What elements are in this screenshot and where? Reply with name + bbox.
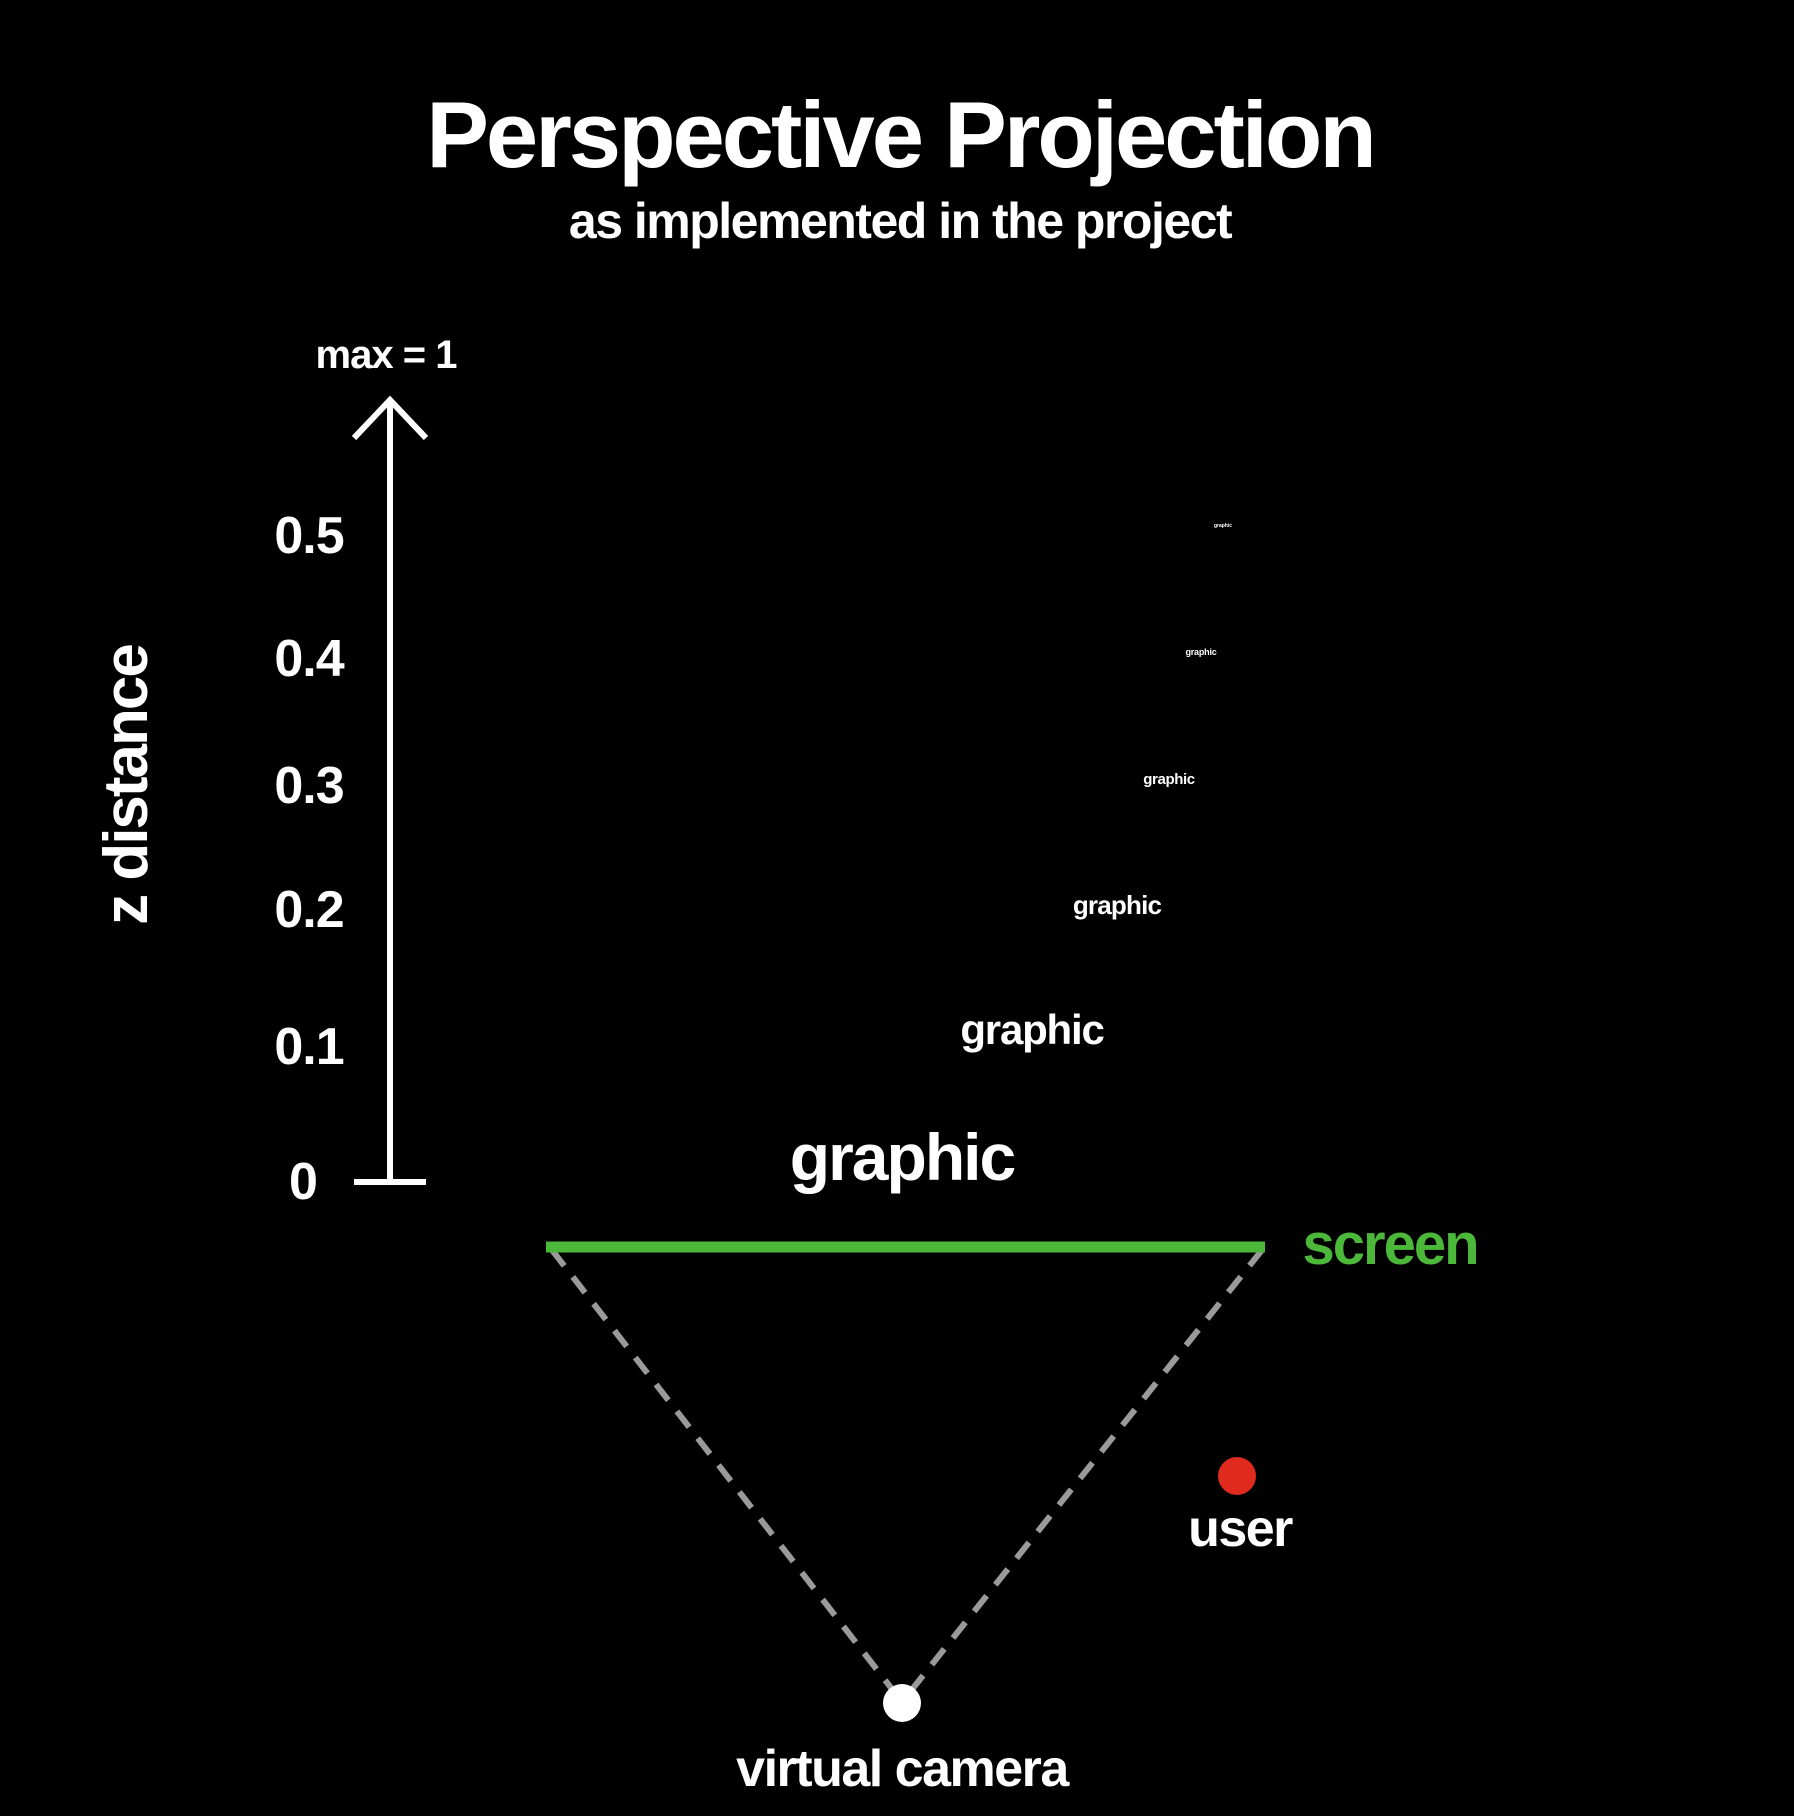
user-dot bbox=[1218, 1457, 1256, 1495]
user-label: user bbox=[1188, 1500, 1293, 1558]
z-axis-max-label: max = 1 bbox=[316, 333, 458, 377]
graphic-z-0.4: graphic bbox=[1185, 647, 1216, 657]
tick-label-0.1: 0.1 bbox=[274, 1018, 343, 1076]
graphic-z-0.1: graphic bbox=[960, 1006, 1104, 1053]
graphic-z-0: graphic bbox=[790, 1120, 1015, 1194]
graphic-z-0.3: graphic bbox=[1143, 771, 1194, 788]
tick-label-0.5: 0.5 bbox=[274, 507, 343, 565]
z-axis-arrowhead bbox=[351, 395, 429, 441]
frustum-left-line bbox=[549, 1248, 905, 1704]
tick-label-0.3: 0.3 bbox=[274, 757, 343, 815]
camera-label: virtual camera bbox=[736, 1740, 1070, 1798]
z-axis bbox=[351, 395, 429, 1185]
screen-label: screen bbox=[1302, 1212, 1477, 1277]
z-axis-ticks: 0 0.1 0.2 0.3 0.4 0.5 bbox=[274, 507, 345, 1211]
graphic-samples: graphic graphic graphic graphic graphic … bbox=[790, 523, 1232, 1194]
graphic-z-0.2: graphic bbox=[1073, 890, 1162, 920]
camera-dot bbox=[883, 1684, 921, 1722]
tick-label-0.2: 0.2 bbox=[274, 881, 343, 939]
tick-label-0.4: 0.4 bbox=[274, 630, 344, 688]
camera-frustum bbox=[549, 1248, 1265, 1704]
z-axis-title: z distance bbox=[92, 645, 161, 925]
tick-label-0: 0 bbox=[289, 1153, 317, 1211]
diagram-title: Perspective Projection bbox=[426, 82, 1374, 187]
frustum-right-line bbox=[899, 1248, 1265, 1704]
graphic-z-0.5: graphic bbox=[1214, 523, 1232, 529]
diagram-subtitle: as implemented in the project bbox=[569, 193, 1233, 249]
